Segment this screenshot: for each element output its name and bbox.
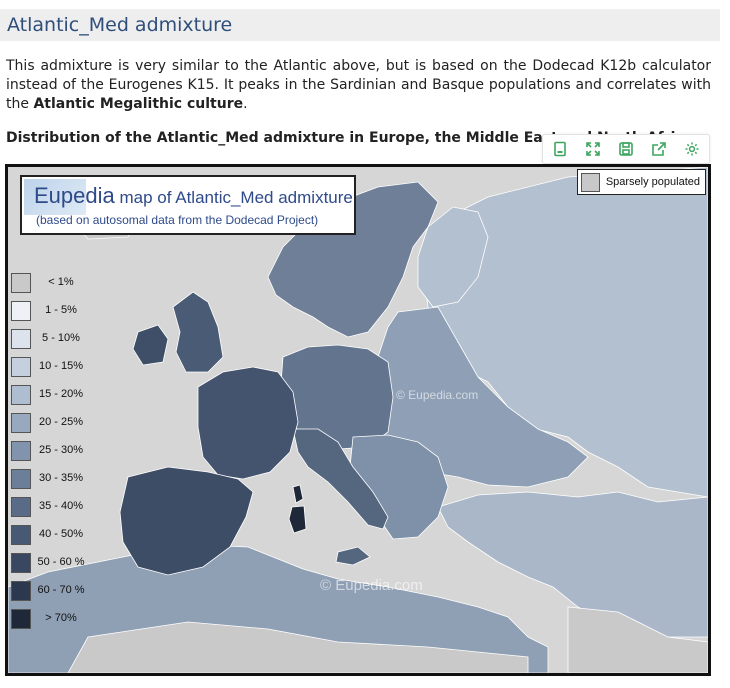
region-arabia-sparse <box>567 606 708 673</box>
bookmark-icon[interactable] <box>549 138 571 160</box>
legend-swatch <box>11 301 31 321</box>
atlantic-megalithic-link[interactable]: Atlantic Megalithic culture <box>33 96 244 112</box>
legend-label: 30 - 35% <box>38 472 84 484</box>
sparse-swatch <box>580 172 600 192</box>
sparsely-populated-key: Sparsely populated <box>576 169 706 195</box>
legend-label: < 1% <box>48 276 74 288</box>
legend-swatch <box>11 497 31 517</box>
map-title-brand: Eupedia <box>34 183 115 208</box>
map-subtitle: (based on autosomal data from the Dodeca… <box>36 213 319 227</box>
share-icon[interactable] <box>648 138 670 160</box>
legend-swatch <box>11 441 31 461</box>
intro-text-2: . <box>243 96 248 112</box>
legend-label: 40 - 50% <box>38 528 84 540</box>
watermark: © Eupedia.com <box>396 388 479 402</box>
map-caption: Distribution of the Atlantic_Med admixtu… <box>6 130 694 146</box>
legend-label: 35 - 40% <box>38 500 84 512</box>
region-sicily <box>335 546 371 566</box>
map-title-rest: map of Atlantic_Med admixture <box>114 188 353 207</box>
fullscreen-icon[interactable] <box>582 138 604 160</box>
settings-icon[interactable] <box>681 138 703 160</box>
legend-label: 25 - 30% <box>38 444 84 456</box>
region-sahara-sparse <box>67 621 529 673</box>
region-italy <box>292 428 389 530</box>
legend-label: 50 - 60 % <box>37 556 85 568</box>
region-iberia <box>119 466 254 576</box>
legend-swatch <box>11 385 31 405</box>
sparse-label: Sparsely populated <box>605 176 700 188</box>
save-icon[interactable] <box>615 138 637 160</box>
legend-label: 10 - 15% <box>38 360 84 372</box>
legend-swatch <box>11 357 31 377</box>
legend-label: 5 - 10% <box>42 332 80 344</box>
region-france <box>197 366 299 480</box>
legend-label: 1 - 5% <box>45 304 77 316</box>
map-title-box: Eupedia map of Atlantic_Med admixture (b… <box>20 175 356 235</box>
admixture-map[interactable]: Eupedia map of Atlantic_Med admixture (b… <box>5 164 711 676</box>
legend-swatch <box>11 581 31 601</box>
legend-label: 60 - 70 % <box>37 584 85 596</box>
region-great-britain <box>172 291 224 373</box>
legend-swatch <box>11 413 31 433</box>
legend-label: > 70% <box>45 612 77 624</box>
legend-swatch <box>11 553 31 573</box>
legend-label: 15 - 20% <box>38 388 84 400</box>
section-header: Atlantic_Med admixture <box>0 9 720 41</box>
eupedia-logo-mark <box>24 179 86 215</box>
legend-swatch <box>11 273 31 293</box>
legend-swatch <box>11 525 31 545</box>
intro-text-1: This admixture is very similar to the At… <box>6 58 711 112</box>
legend-swatch <box>11 469 31 489</box>
watermark: © Eupedia.com <box>320 577 423 594</box>
map-toolbar <box>542 134 710 164</box>
map-graphic <box>8 167 708 673</box>
section-title: Atlantic_Med admixture <box>7 14 233 36</box>
legend-swatch <box>11 609 31 629</box>
region-finland <box>417 206 489 308</box>
legend-swatch <box>11 329 31 349</box>
legend-label: 20 - 25% <box>38 416 84 428</box>
region-ireland <box>132 324 169 366</box>
map-title: Eupedia map of Atlantic_Med admixture <box>34 183 353 209</box>
region-corsica <box>292 484 304 504</box>
region-sardinia <box>288 505 307 534</box>
intro-paragraph: This admixture is very similar to the At… <box>6 57 711 114</box>
